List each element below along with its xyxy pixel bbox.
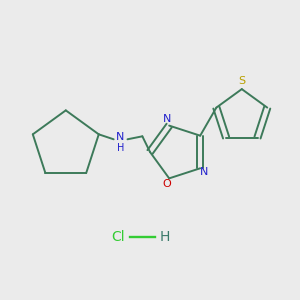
Text: H: H — [160, 230, 170, 244]
Text: N: N — [200, 167, 208, 177]
Text: O: O — [163, 179, 172, 189]
Text: N: N — [163, 114, 171, 124]
Text: S: S — [238, 76, 245, 86]
Text: N: N — [116, 132, 125, 142]
Text: H: H — [117, 143, 124, 153]
Text: Cl: Cl — [112, 230, 125, 244]
